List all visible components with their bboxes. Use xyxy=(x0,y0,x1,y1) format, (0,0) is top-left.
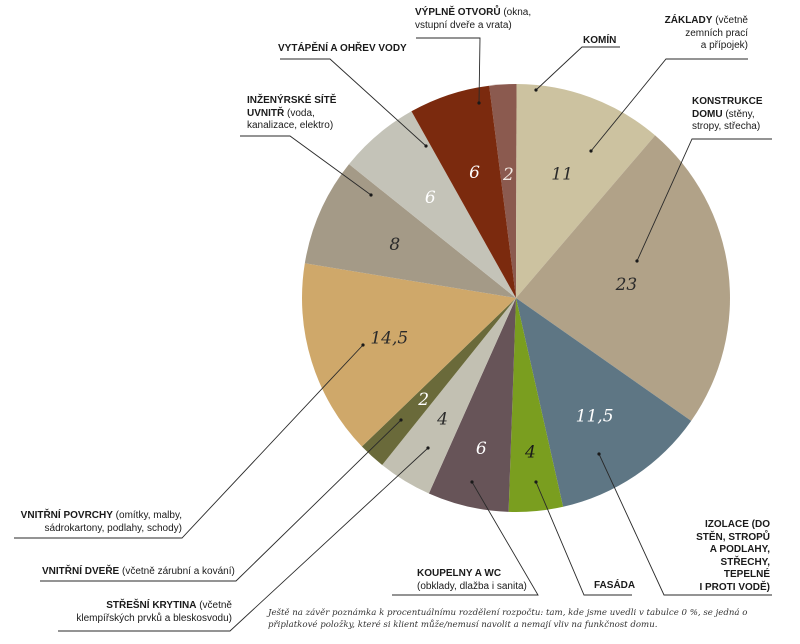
label-inzenyrske-site-bold: INŽENÝRSKÉ SÍTĚ UVNITŘ xyxy=(247,95,337,119)
value-label-komin: 2 xyxy=(502,165,514,185)
label-konstrukce-rest: (stěny, stropy, střecha) xyxy=(692,108,761,133)
leader-line-vnitrni-dvere xyxy=(40,419,402,582)
label-zaklady-bold: ZÁKLADY xyxy=(664,15,713,26)
leader-line-izolace xyxy=(598,453,772,596)
leader-dot-komin xyxy=(534,88,538,92)
footnote: Ještě na závěr poznámka k procentuálnímu… xyxy=(268,608,748,630)
leader-line-inzenyrske-site xyxy=(240,135,372,196)
pie-slices xyxy=(301,83,730,512)
leader-dot-fasada xyxy=(534,480,538,484)
label-fasada: FASÁDA xyxy=(594,580,635,593)
pie-slice-vytapeni xyxy=(349,111,516,299)
pie-slice-izolace xyxy=(516,298,692,507)
value-label-zaklady: 11 xyxy=(551,165,573,185)
pie-slice-inzenyrske-site xyxy=(304,164,516,298)
leader-line-stresni-krytina xyxy=(58,447,429,632)
leader-dot-zaklady xyxy=(589,149,593,153)
label-koupelny: KOUPELNY A WC (obklady, dlažba i sanita) xyxy=(417,568,527,593)
value-label-vyplne-otvoru: 6 xyxy=(469,163,480,183)
value-label-izolace: 11,5 xyxy=(576,406,614,426)
label-stresni-krytina: STŘEŠNÍ KRYTINA (včetně klempířských prv… xyxy=(40,600,232,625)
pie-slice-vyplne-otvoru xyxy=(411,85,516,298)
leader-line-vyplne-otvoru xyxy=(416,37,481,104)
pie-slice-vnitrni-dvere xyxy=(361,298,516,465)
label-vnitrni-povrchy-rest: (omítky, malby, sádrokartony, podlahy, s… xyxy=(44,510,182,534)
leader-dot-koupelny xyxy=(470,480,474,484)
label-vytapeni-bold: VYTÁPĚNÍ A OHŘEV VODY xyxy=(278,43,407,54)
label-konstrukce: KONSTRUKCE DOMU (stěny, stropy, střecha) xyxy=(692,96,763,134)
value-label-vnitrni-dvere: 2 xyxy=(417,390,429,410)
label-komin: KOMÍN xyxy=(583,35,616,48)
value-label-vytapeni: 6 xyxy=(425,188,436,208)
leader-dot-vnitrni-povrchy xyxy=(361,343,365,347)
leader-line-fasada xyxy=(535,481,632,596)
label-vnitrni-dvere-rest: (včetně zárubní a kování) xyxy=(119,566,235,577)
pie-slice-konstrukce xyxy=(516,135,730,421)
leader-line-zaklady xyxy=(590,58,748,152)
value-label-inzenyrske-site: 8 xyxy=(389,235,400,255)
pie-slice-fasada xyxy=(508,298,564,512)
leader-lines xyxy=(14,37,772,632)
label-vytapeni: VYTÁPĚNÍ A OHŘEV VODY xyxy=(278,43,407,56)
value-label-vnitrni-povrchy: 14,5 xyxy=(370,329,408,349)
leader-dot-konstrukce xyxy=(635,259,639,263)
label-vnitrni-dvere-bold: VNITŘNÍ DVEŘE xyxy=(42,566,120,577)
label-zaklady: ZÁKLADY (včetně zemních prací a přípojek… xyxy=(630,15,748,53)
leader-dot-vytapeni xyxy=(424,144,428,148)
label-komin-bold: KOMÍN xyxy=(583,35,617,46)
label-vyplne-otvoru-rest: (okna, vstupní dveře a vrata) xyxy=(415,7,532,31)
leader-line-koupelny xyxy=(392,481,539,596)
label-koupelny-rest: (obklady, dlažba i sanita) xyxy=(417,580,527,592)
label-konstrukce-bold: KONSTRUKCE DOMU xyxy=(692,96,763,120)
label-zaklady-rest: (včetně zemních prací a přípojek) xyxy=(685,15,748,51)
value-label-konstrukce: 23 xyxy=(615,275,638,295)
label-vyplne-otvoru: VÝPLNĚ OTVORŮ (okna, vstupní dveře a vra… xyxy=(415,7,531,32)
leader-dot-vyplne-otvoru xyxy=(477,101,481,105)
leader-dot-vnitrni-dvere xyxy=(399,418,403,422)
label-stresni-krytina-rest: (včetně klempířských prvků a bleskosvodu… xyxy=(76,600,232,624)
leader-dot-stresni-krytina xyxy=(426,446,430,450)
label-inzenyrske-site-rest: (voda, kanalizace, elektro) xyxy=(247,107,334,132)
label-koupelny-bold: KOUPELNY A WC xyxy=(417,568,502,579)
pie-slice-stresni-krytina xyxy=(382,298,516,494)
leader-dot-inzenyrske-site xyxy=(369,193,373,197)
pie-slice-koupelny xyxy=(428,298,516,512)
pie-slice-vnitrni-povrchy xyxy=(301,263,516,447)
value-label-koupelny: 6 xyxy=(476,439,487,459)
value-label-stresni-krytina: 4 xyxy=(436,410,448,430)
value-label-fasada: 4 xyxy=(524,442,536,462)
leader-line-konstrukce xyxy=(636,138,772,262)
label-vnitrni-povrchy: VNITŘNÍ POVRCHY (omítky, malby, sádrokar… xyxy=(10,510,182,535)
leader-line-komin xyxy=(535,46,620,91)
pie-slice-zaklady xyxy=(516,84,656,298)
leader-dot-izolace xyxy=(597,452,601,456)
label-izolace: IZOLACE (DO STĚN, STROPŮ A PODLAHY, STŘE… xyxy=(660,519,770,594)
leader-line-vnitrni-povrchy xyxy=(14,344,364,539)
label-vnitrni-dvere: VNITŘNÍ DVEŘE (včetně zárubní a kování) xyxy=(42,566,235,579)
label-vyplne-otvoru-bold: VÝPLNĚ OTVORŮ xyxy=(415,7,501,18)
label-stresni-krytina-bold: STŘEŠNÍ KRYTINA xyxy=(106,600,197,611)
label-izolace-bold: IZOLACE (DO STĚN, STROPŮ A PODLAHY, STŘE… xyxy=(696,519,770,593)
leader-line-vytapeni xyxy=(280,58,427,147)
pie-slice-komin xyxy=(489,83,517,298)
label-inzenyrske-site: INŽENÝRSKÉ SÍTĚ UVNITŘ (voda, kanalizace… xyxy=(247,95,336,133)
label-fasada-bold: FASÁDA xyxy=(594,580,636,591)
label-vnitrni-povrchy-bold: VNITŘNÍ POVRCHY xyxy=(20,510,113,521)
